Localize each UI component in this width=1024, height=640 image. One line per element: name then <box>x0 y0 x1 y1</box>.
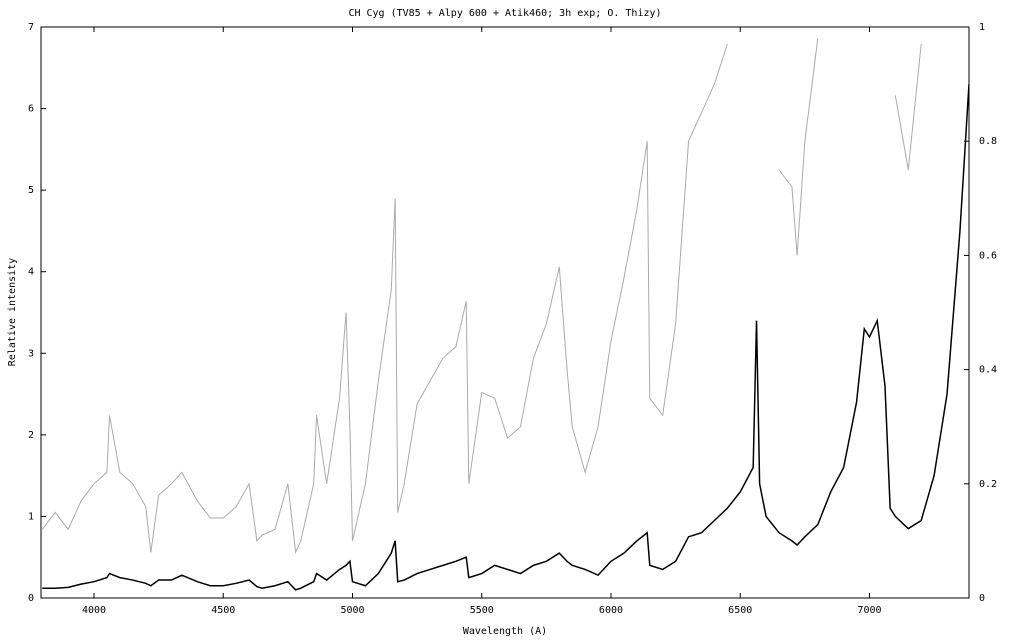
y2-tick-label: 0 <box>979 593 985 604</box>
y-axis-label: Relative intensity <box>7 258 18 366</box>
y2-tick-label: 0.8 <box>979 136 997 147</box>
y-tick-label: 7 <box>28 22 34 33</box>
x-axis-label: Wavelength (A) <box>463 626 547 637</box>
plot-area <box>41 38 969 591</box>
spectrum-line <box>41 38 922 555</box>
x-tick-label: 4000 <box>82 605 106 616</box>
y-tick-label: 0 <box>28 593 34 604</box>
spectrum-line <box>42 84 969 591</box>
x-tick-label: 7000 <box>857 605 881 616</box>
y-tick-label: 6 <box>28 104 34 115</box>
y2-tick-label: 0.6 <box>979 250 997 261</box>
y-tick-label: 5 <box>28 185 34 196</box>
x-tick-label: 6500 <box>728 605 752 616</box>
y-tick-label: 4 <box>28 267 34 278</box>
x-tick-label: 6000 <box>599 605 623 616</box>
x-tick-label: 4500 <box>211 605 235 616</box>
x-tick-label: 5000 <box>340 605 364 616</box>
y-tick-label: 2 <box>28 430 34 441</box>
y2-tick-label: 1 <box>979 22 985 33</box>
plot-frame <box>40 26 970 599</box>
x-tick-label: 5500 <box>470 605 494 616</box>
y2-tick-label: 0.4 <box>979 365 997 376</box>
y-tick-label: 1 <box>28 511 34 522</box>
y-tick-label: 3 <box>28 348 34 359</box>
chart-title: CH Cyg (TV85 + Alpy 600 + Atik460; 3h ex… <box>348 8 661 19</box>
y2-tick-label: 0.2 <box>979 479 997 490</box>
